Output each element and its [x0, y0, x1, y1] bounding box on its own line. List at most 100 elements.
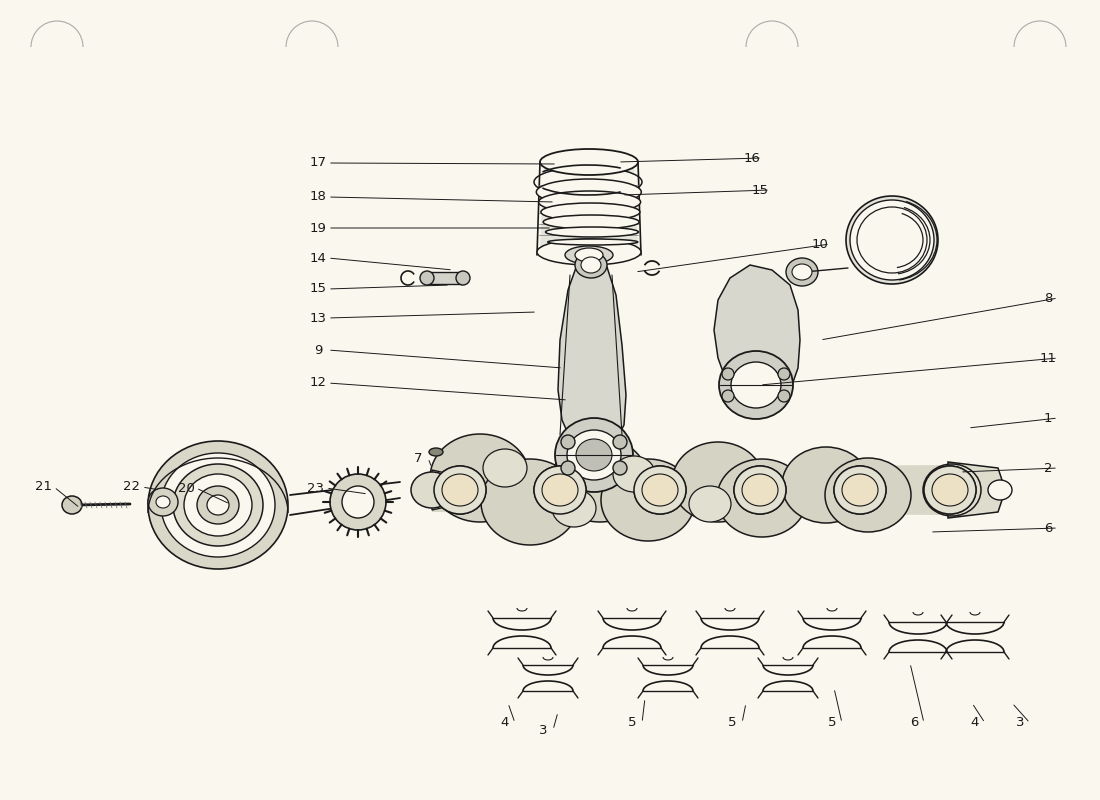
Ellipse shape [430, 434, 530, 522]
Ellipse shape [161, 453, 275, 557]
Circle shape [561, 435, 575, 449]
Ellipse shape [434, 466, 486, 514]
Text: 8: 8 [1044, 291, 1053, 305]
Ellipse shape [542, 474, 578, 506]
Ellipse shape [534, 466, 586, 514]
Circle shape [613, 435, 627, 449]
Text: 20: 20 [177, 482, 195, 494]
Ellipse shape [148, 441, 288, 569]
Ellipse shape [197, 486, 239, 524]
Polygon shape [432, 465, 950, 515]
Ellipse shape [483, 449, 527, 487]
Text: 6: 6 [1044, 522, 1053, 534]
Text: 5: 5 [728, 717, 736, 730]
Ellipse shape [672, 442, 764, 522]
Ellipse shape [634, 466, 686, 514]
Ellipse shape [834, 466, 886, 514]
Ellipse shape [540, 149, 638, 175]
Ellipse shape [613, 456, 654, 492]
Ellipse shape [576, 439, 612, 471]
Polygon shape [558, 262, 626, 452]
Circle shape [778, 390, 790, 402]
Text: 12: 12 [309, 377, 327, 390]
Ellipse shape [846, 196, 938, 284]
Text: 10: 10 [812, 238, 828, 250]
Ellipse shape [924, 466, 976, 514]
Text: 5: 5 [628, 717, 636, 730]
Ellipse shape [642, 474, 678, 506]
Ellipse shape [534, 466, 586, 514]
Ellipse shape [742, 474, 778, 506]
Text: 16: 16 [744, 151, 760, 165]
Ellipse shape [148, 488, 178, 516]
Ellipse shape [546, 227, 638, 237]
Ellipse shape [556, 418, 632, 492]
Ellipse shape [786, 258, 818, 286]
Ellipse shape [641, 473, 679, 507]
Ellipse shape [719, 351, 793, 419]
Ellipse shape [575, 252, 607, 278]
Text: 1: 1 [1044, 411, 1053, 425]
Ellipse shape [552, 438, 648, 522]
Ellipse shape [575, 248, 603, 262]
Ellipse shape [184, 474, 252, 536]
Ellipse shape [732, 362, 781, 408]
Ellipse shape [842, 474, 878, 506]
Ellipse shape [923, 464, 981, 516]
Ellipse shape [566, 430, 621, 480]
Text: 14: 14 [309, 251, 327, 265]
Text: 11: 11 [1040, 351, 1056, 365]
Ellipse shape [434, 466, 486, 514]
Ellipse shape [689, 486, 732, 522]
Text: 5: 5 [827, 717, 836, 730]
Ellipse shape [62, 496, 82, 514]
Text: 17: 17 [309, 157, 327, 170]
Ellipse shape [456, 271, 470, 285]
Ellipse shape [429, 448, 443, 456]
Circle shape [342, 486, 374, 518]
Ellipse shape [782, 447, 870, 523]
Text: 3: 3 [1015, 717, 1024, 730]
Ellipse shape [420, 271, 434, 285]
Circle shape [561, 461, 575, 475]
Ellipse shape [541, 473, 579, 507]
Ellipse shape [741, 473, 779, 507]
Circle shape [722, 390, 734, 402]
Ellipse shape [792, 264, 812, 280]
Text: 9: 9 [314, 343, 322, 357]
Ellipse shape [932, 474, 968, 506]
Ellipse shape [537, 239, 641, 265]
Ellipse shape [539, 191, 640, 213]
Ellipse shape [543, 215, 639, 229]
Circle shape [778, 368, 790, 380]
Ellipse shape [734, 466, 786, 514]
Polygon shape [432, 470, 450, 510]
Text: 13: 13 [309, 311, 327, 325]
Ellipse shape [581, 257, 601, 273]
Ellipse shape [601, 459, 695, 541]
Polygon shape [540, 162, 638, 248]
Ellipse shape [173, 464, 263, 546]
Polygon shape [948, 462, 1002, 518]
Circle shape [330, 474, 386, 530]
Text: 21: 21 [35, 481, 53, 494]
Circle shape [722, 368, 734, 380]
Ellipse shape [541, 203, 640, 221]
Text: 3: 3 [539, 723, 548, 737]
Text: 19: 19 [309, 222, 327, 234]
Polygon shape [427, 272, 463, 284]
Text: 15: 15 [751, 183, 769, 197]
Ellipse shape [481, 459, 579, 545]
Text: 2: 2 [1044, 462, 1053, 474]
Ellipse shape [156, 496, 170, 508]
Ellipse shape [825, 458, 911, 532]
Ellipse shape [850, 200, 934, 280]
Text: 22: 22 [123, 481, 141, 494]
Ellipse shape [537, 179, 641, 205]
Text: 4: 4 [971, 717, 979, 730]
Ellipse shape [988, 480, 1012, 500]
Circle shape [613, 461, 627, 475]
Ellipse shape [207, 495, 229, 515]
Ellipse shape [842, 473, 879, 507]
Ellipse shape [548, 239, 638, 245]
